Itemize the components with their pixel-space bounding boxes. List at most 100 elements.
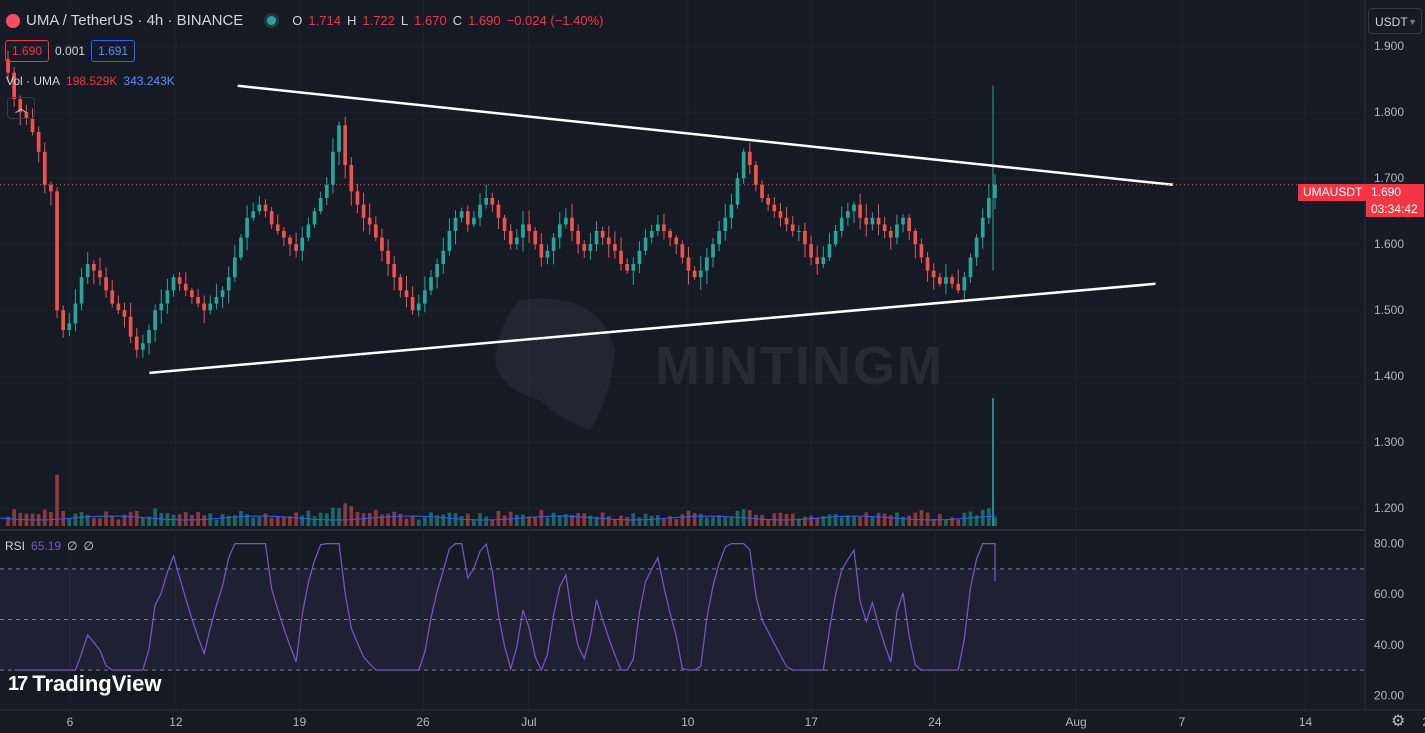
candle-body [490,198,495,205]
volume-bar [300,515,305,526]
chevron-down-icon: ▼ [1408,17,1417,27]
volume-bar [711,517,715,526]
candle-body [349,165,354,192]
candle-body [484,198,489,205]
buy-button[interactable]: 1.691 [91,40,136,62]
volume-bar [85,514,90,526]
volume-bar [815,518,820,526]
candle-body [674,237,679,245]
h-label: H [346,13,357,28]
volume-bar [778,512,783,526]
candle-body [527,224,531,231]
volume-bar [919,510,924,526]
volume-bar [662,519,666,526]
volume-bar [876,512,881,526]
candle-body [429,277,433,291]
tradingview-logo[interactable]: 17 TradingView [8,671,161,697]
collapse-legend-button[interactable]: ︿ [7,97,35,119]
candle-body [980,217,985,238]
time-tick-label: 21 [1422,715,1425,729]
candle-body [239,237,243,258]
candle-body [465,211,470,225]
volume-bar [956,519,961,526]
tradingview-brand: TradingView [32,671,162,696]
candle-body [698,270,703,278]
volume-bar [380,514,384,526]
volume-bar [490,519,495,526]
gear-icon[interactable]: ⚙ [1391,713,1406,730]
volume-bar [251,517,256,526]
candle-body [73,303,78,324]
candle-body [741,151,746,179]
time-tick-label: 24 [928,715,942,729]
candle-body [202,303,207,311]
volume-bar [858,516,862,526]
volume-bar [895,512,899,526]
rsi-param-1: ∅ [67,539,78,553]
volume-bar [214,519,219,526]
time-tick-label: 10 [681,715,695,729]
candle-body [625,264,630,271]
candle-body [300,237,305,251]
candle-body [993,184,997,198]
candle-body [901,217,905,225]
time-tick-label: 14 [1299,715,1313,729]
volume-ma-value: 343.243K [123,74,175,88]
candle-body [318,198,323,212]
volume-bar [888,515,893,526]
candle-body [913,231,918,245]
candle-body [778,211,783,218]
candle-body [343,125,348,165]
volume-bar [239,511,243,526]
candles [6,50,997,358]
candle-body [760,184,764,198]
candle-body [944,277,948,284]
volume-bar [698,513,703,526]
price-tick-label: 1.300 [1374,435,1404,449]
candle-body [925,257,930,271]
legend-header: UMA / TetherUS · 4h · BINANCE O 1.714 H 1.… [6,12,603,29]
candle-body [367,217,372,225]
volume-bar [141,517,145,526]
candle-body [870,217,875,225]
volume-bar [600,512,605,526]
volume-bar [827,514,832,526]
volume-bar [190,515,194,526]
symbol-title[interactable]: UMA / TetherUS · 4h · BINANCE [26,12,244,29]
volume-bar [171,514,176,526]
candle-body [380,237,384,251]
candle-body [177,277,182,284]
candle-body [735,178,740,205]
volume-bar [680,514,685,526]
candle-body [6,59,10,73]
candle-body [134,336,139,350]
volume-bar [514,514,519,526]
volume-bar [472,519,476,526]
volume-bar [282,516,286,526]
volume-bar [42,509,47,526]
volume-bar [619,515,623,526]
volume-bar [361,513,366,526]
candle-body [852,204,856,212]
currency-select[interactable]: USDT ▼ [1368,8,1422,34]
candle-body [606,237,611,245]
volume-bar [686,510,691,526]
volume-bar [453,513,458,526]
candle-body [282,231,286,238]
volume-bar [245,514,249,526]
candle-body [331,151,335,185]
time-tick-label: 26 [416,715,430,729]
candle-body [668,231,672,238]
candle-body [711,244,715,258]
candle-body [122,310,127,317]
candle-body [582,244,587,251]
candle-body [312,211,317,225]
candle-body [435,264,439,278]
volume-bar [6,516,10,526]
candle-body [784,217,789,225]
candle-body [324,184,329,198]
symbol-price-tag: UMAUSDT [1298,184,1368,201]
sell-button[interactable]: 1.690 [5,40,50,62]
currency-label: USDT [1375,15,1408,29]
